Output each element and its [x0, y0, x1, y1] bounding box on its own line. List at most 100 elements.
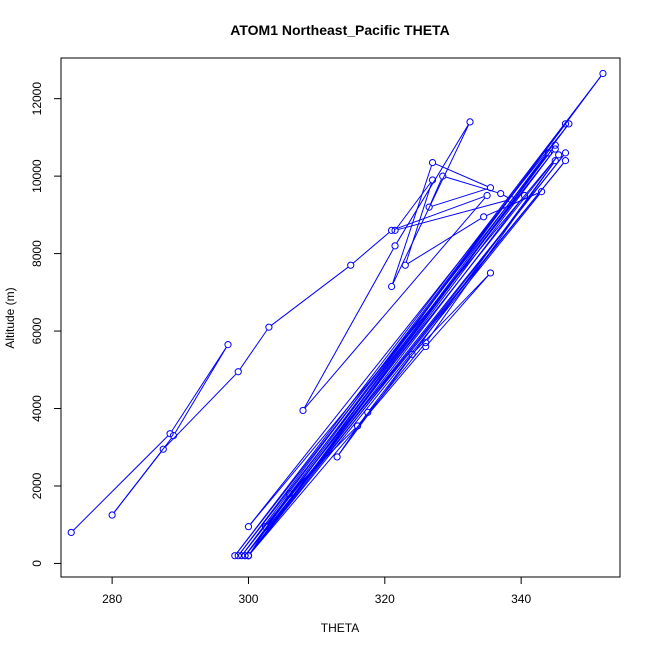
series-segment — [165, 373, 237, 448]
data-point — [425, 203, 433, 211]
series-segment — [352, 231, 390, 264]
x-axis: 280 300 320 340 — [102, 576, 531, 606]
data-point — [538, 188, 546, 196]
y-tick-label: 8000 — [30, 240, 44, 267]
y-tick-label: 2000 — [30, 472, 44, 499]
data-point — [401, 261, 409, 269]
data-point — [244, 523, 253, 531]
series-segment — [249, 197, 524, 554]
y-tick-label: 12000 — [30, 82, 44, 116]
data-point — [507, 195, 515, 203]
data-point — [224, 341, 232, 349]
data-point — [565, 120, 573, 128]
data-point — [551, 145, 559, 153]
series-segment — [429, 178, 442, 205]
series-segment — [396, 182, 432, 229]
data-point — [108, 511, 116, 519]
data-point — [388, 226, 396, 234]
data-point — [544, 149, 553, 157]
data-point — [439, 172, 447, 180]
series-segment — [407, 218, 482, 265]
data-point — [599, 69, 607, 78]
x-axis-label: THETA — [321, 621, 359, 635]
data-point — [169, 432, 178, 440]
data-point — [234, 368, 242, 376]
series-segment — [174, 347, 227, 434]
data-point — [551, 157, 559, 165]
data-point — [234, 552, 242, 560]
data-point — [466, 118, 474, 126]
y-tick-label: 6000 — [30, 317, 44, 344]
data-point — [244, 552, 253, 560]
data-point — [561, 149, 570, 157]
series-segment — [304, 248, 394, 408]
data-point — [422, 342, 430, 351]
data-point — [497, 189, 505, 198]
data-point — [299, 406, 307, 415]
data-point — [388, 282, 396, 291]
series-segment — [397, 199, 509, 231]
y-tick-label: 10000 — [30, 159, 44, 193]
x-tick-label: 300 — [238, 592, 258, 606]
series-segment — [239, 151, 554, 554]
data-point — [364, 408, 372, 416]
series-segment — [73, 435, 169, 531]
data-point — [265, 323, 273, 331]
data-point — [353, 422, 362, 430]
x-tick-label: 280 — [102, 592, 122, 606]
series-segment — [171, 346, 227, 432]
data-point — [561, 120, 570, 128]
series-segment — [369, 356, 411, 411]
series-segment — [427, 162, 554, 341]
data-point — [483, 191, 491, 200]
chart-title: ATOM1 Northeast_Pacific THETA — [230, 22, 449, 38]
data-point — [555, 151, 563, 159]
series-segment — [249, 147, 554, 554]
y-tick-label: 0 — [30, 560, 44, 567]
series-segment — [394, 196, 485, 230]
series-segment — [239, 329, 268, 370]
data-point — [241, 552, 249, 560]
y-axis: 0 2000 4000 6000 8000 10000 12000 — [30, 82, 62, 567]
data-point — [486, 269, 495, 277]
series-segment — [236, 75, 602, 554]
data-point — [422, 339, 430, 347]
data-point — [561, 157, 570, 165]
series-layer — [67, 69, 607, 560]
series-segment — [435, 163, 488, 187]
data-point — [428, 158, 437, 167]
series-segment — [503, 194, 509, 199]
data-point — [428, 176, 437, 184]
data-point — [261, 523, 270, 531]
x-tick-label: 320 — [375, 592, 395, 606]
data-point — [166, 430, 174, 438]
x-tick-label: 340 — [511, 592, 531, 606]
data-point — [486, 184, 495, 192]
data-point — [67, 528, 75, 537]
series-segment — [113, 451, 162, 513]
data-point — [347, 261, 355, 269]
data-point — [159, 445, 167, 453]
series-segment — [338, 414, 367, 455]
data-point — [391, 226, 399, 234]
series-segment — [250, 348, 425, 554]
series-segment — [271, 266, 349, 326]
data-point — [551, 141, 559, 149]
series-segment — [431, 188, 488, 207]
data-point — [480, 213, 488, 221]
series-segment — [405, 182, 433, 263]
series-segment — [396, 124, 469, 244]
series-segment — [250, 193, 541, 554]
data-point — [285, 490, 293, 498]
series-segment — [304, 197, 486, 409]
series-segment — [338, 162, 554, 455]
series-segment — [236, 155, 547, 554]
series-segment — [445, 176, 498, 194]
y-tick-label: 4000 — [30, 395, 44, 422]
data-point — [408, 350, 416, 358]
data-point — [231, 552, 239, 560]
plot-frame — [60, 57, 621, 578]
data-point — [520, 191, 529, 200]
data-point — [238, 552, 246, 560]
